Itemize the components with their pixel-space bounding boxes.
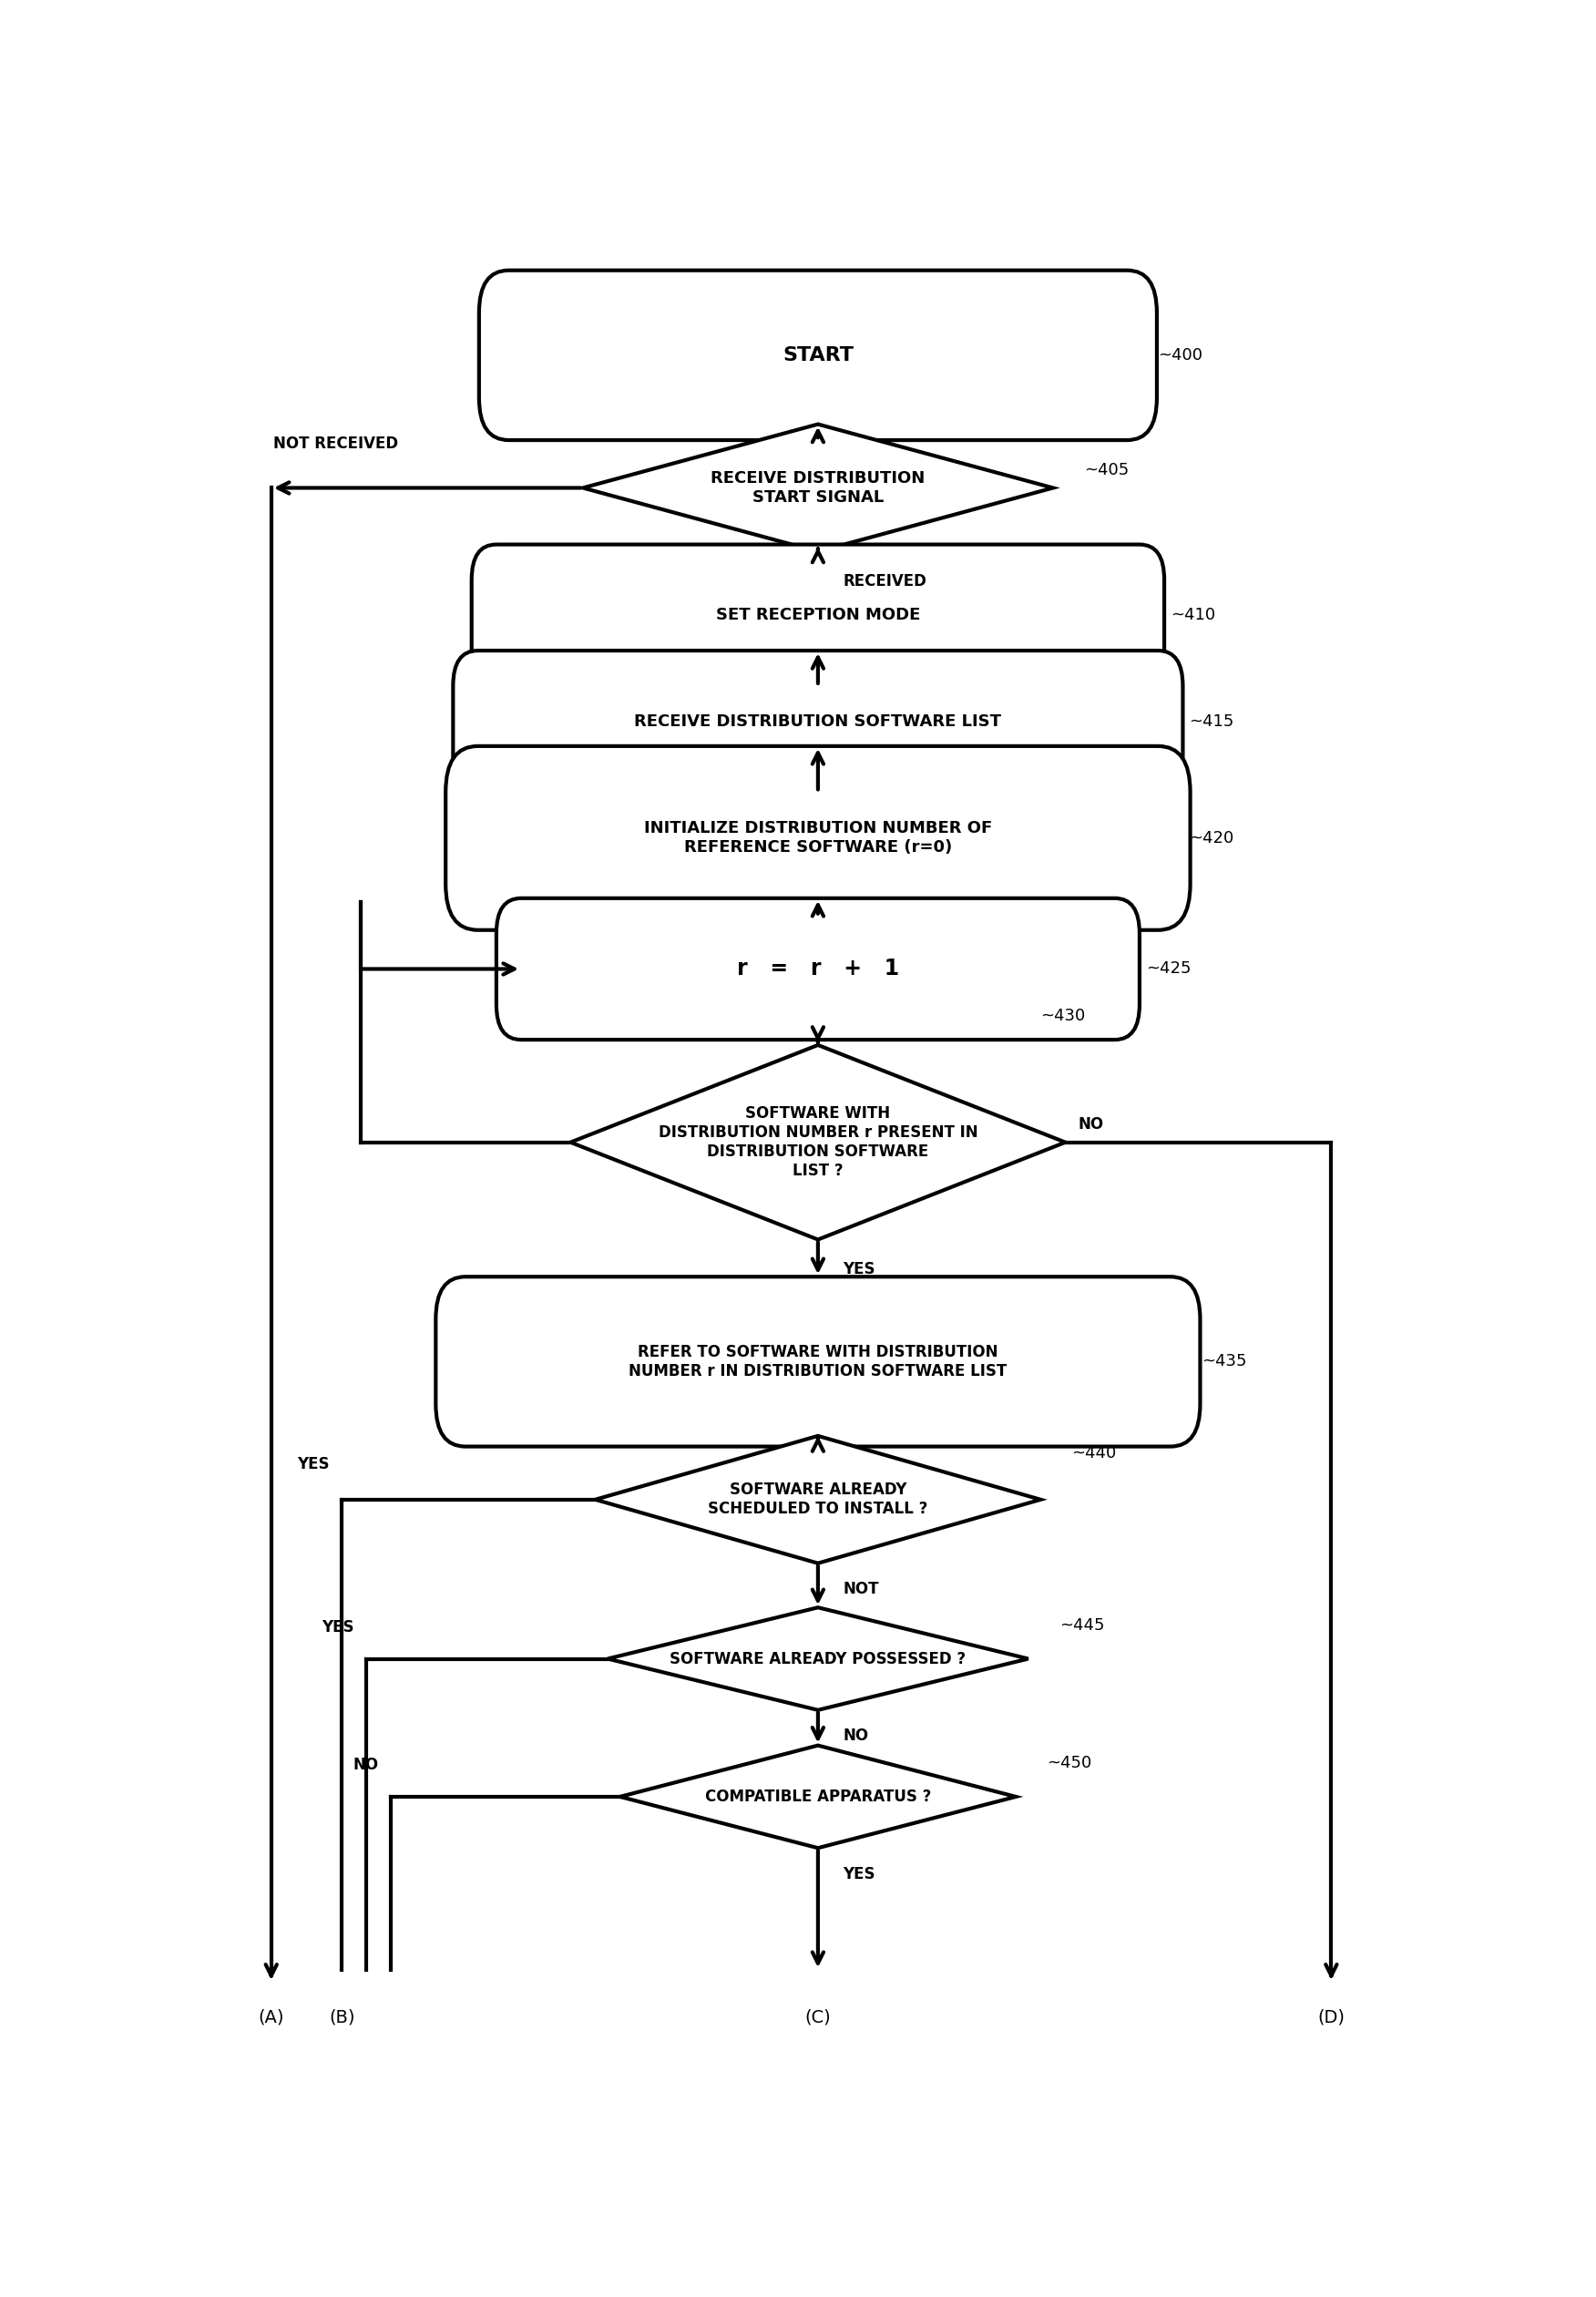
Text: RECEIVE DISTRIBUTION SOFTWARE LIST: RECEIVE DISTRIBUTION SOFTWARE LIST <box>634 712 1002 730</box>
Text: COMPATIBLE APPARATUS ?: COMPATIBLE APPARATUS ? <box>705 1789 930 1805</box>
Text: NO: NO <box>843 1727 868 1743</box>
Text: ~420: ~420 <box>1189 829 1234 845</box>
Text: YES: YES <box>843 1865 875 1881</box>
Text: NOT: NOT <box>843 1580 879 1596</box>
Text: NO: NO <box>1077 1116 1103 1132</box>
Text: ~430: ~430 <box>1041 1008 1085 1024</box>
Text: ~425: ~425 <box>1146 960 1191 976</box>
FancyBboxPatch shape <box>445 747 1191 930</box>
FancyBboxPatch shape <box>472 544 1165 687</box>
Polygon shape <box>608 1608 1028 1709</box>
Text: SOFTWARE WITH
DISTRIBUTION NUMBER r PRESENT IN
DISTRIBUTION SOFTWARE
LIST ?: SOFTWARE WITH DISTRIBUTION NUMBER r PRES… <box>658 1105 978 1178</box>
Text: (D): (D) <box>1318 2010 1345 2026</box>
Text: RECEIVED: RECEIVED <box>843 572 926 590</box>
FancyBboxPatch shape <box>479 271 1157 441</box>
Text: SOFTWARE ALREADY
SCHEDULED TO INSTALL ?: SOFTWARE ALREADY SCHEDULED TO INSTALL ? <box>709 1482 927 1518</box>
Polygon shape <box>619 1746 1017 1849</box>
Text: r   =   r   +   1: r = r + 1 <box>737 958 899 981</box>
Text: YES: YES <box>843 1261 875 1277</box>
Text: SET RECEPTION MODE: SET RECEPTION MODE <box>715 606 921 622</box>
FancyBboxPatch shape <box>453 650 1183 792</box>
Text: ~445: ~445 <box>1060 1617 1104 1633</box>
Text: ~405: ~405 <box>1084 462 1128 478</box>
Polygon shape <box>583 425 1053 551</box>
Text: ~400: ~400 <box>1159 347 1203 363</box>
Text: YES: YES <box>297 1456 329 1472</box>
Text: NOT RECEIVED: NOT RECEIVED <box>275 436 399 453</box>
Text: ~415: ~415 <box>1189 712 1234 730</box>
Text: ~450: ~450 <box>1047 1755 1092 1771</box>
Text: YES: YES <box>322 1619 354 1635</box>
Text: (B): (B) <box>329 2010 354 2026</box>
FancyBboxPatch shape <box>496 898 1140 1041</box>
Text: ~440: ~440 <box>1071 1445 1116 1461</box>
Text: (A): (A) <box>259 2010 284 2026</box>
Text: SOFTWARE ALREADY POSSESSED ?: SOFTWARE ALREADY POSSESSED ? <box>670 1652 966 1668</box>
Polygon shape <box>595 1436 1041 1564</box>
Text: ~435: ~435 <box>1202 1353 1246 1369</box>
Text: START: START <box>782 347 854 365</box>
Text: INITIALIZE DISTRIBUTION NUMBER OF
REFERENCE SOFTWARE (r=0): INITIALIZE DISTRIBUTION NUMBER OF REFERE… <box>643 820 993 857</box>
Text: NO: NO <box>353 1757 378 1773</box>
Polygon shape <box>570 1045 1066 1240</box>
FancyBboxPatch shape <box>436 1277 1200 1447</box>
Text: ~410: ~410 <box>1170 606 1215 622</box>
Text: REFER TO SOFTWARE WITH DISTRIBUTION
NUMBER r IN DISTRIBUTION SOFTWARE LIST: REFER TO SOFTWARE WITH DISTRIBUTION NUMB… <box>629 1344 1007 1378</box>
Text: (C): (C) <box>804 2010 832 2026</box>
Text: RECEIVE DISTRIBUTION
START SIGNAL: RECEIVE DISTRIBUTION START SIGNAL <box>710 471 926 505</box>
